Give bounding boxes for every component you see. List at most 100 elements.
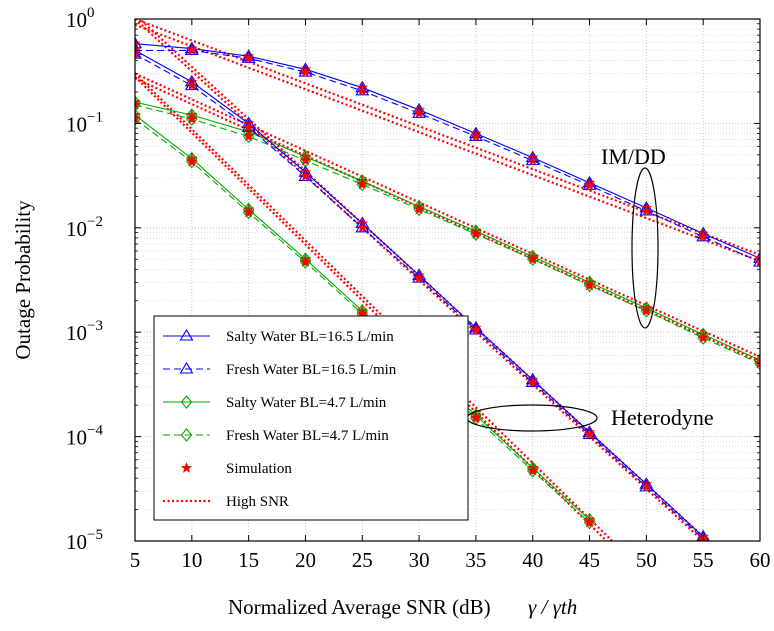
y-tick-label: 10−3 <box>66 318 103 345</box>
legend-marker <box>180 395 193 409</box>
series-line <box>135 101 760 361</box>
x-tick-label: 35 <box>465 548 486 572</box>
simulation-marker <box>470 130 482 142</box>
simulation-marker <box>583 179 596 191</box>
series-marker <box>413 202 425 217</box>
simulation-marker <box>242 206 255 218</box>
series-layer <box>135 19 760 541</box>
simulation-marker <box>470 228 482 240</box>
simulation-marker <box>135 48 141 60</box>
legend-label: High SNR <box>226 494 289 510</box>
legend-box <box>153 315 469 521</box>
y-tick-label: 10−5 <box>66 527 103 554</box>
x-tick-label: 25 <box>352 548 373 572</box>
series-marker <box>299 255 312 269</box>
x-tick-label: 5 <box>130 548 141 572</box>
y-tick-exponent: −2 <box>87 214 103 230</box>
x-tick-label: 45 <box>579 548 600 572</box>
simulation-marker <box>299 170 312 182</box>
series-marker <box>527 463 539 478</box>
x-tick-label: 20 <box>295 548 316 572</box>
x-axis-label-group: Normalized Average SNR (dB) γ / γth <box>228 595 577 619</box>
series-marker <box>583 275 596 290</box>
high-snr-line <box>135 72 760 358</box>
simulation-marker <box>413 271 425 283</box>
legend: Salty Water BL=16.5 L/min Fresh Water BL=… <box>153 315 469 521</box>
plot-frame <box>134 18 761 542</box>
series-line <box>135 43 760 259</box>
series-marker <box>470 224 482 238</box>
simulation-marker <box>186 79 198 91</box>
simulation-marker <box>697 331 709 343</box>
series-marker <box>583 515 596 530</box>
y-tick-exponent: −3 <box>87 318 103 334</box>
series-marker <box>135 112 141 126</box>
simulation-marker <box>299 66 312 78</box>
high-snr-line <box>135 23 760 263</box>
x-tick-label: 10 <box>181 548 202 572</box>
series-marker <box>470 408 482 423</box>
simulation-marker <box>526 464 539 476</box>
y-tick-exponent: −4 <box>87 423 103 439</box>
annotation-imdd: IM/DD <box>601 144 666 169</box>
series-marker <box>697 331 709 345</box>
series-marker <box>135 98 141 112</box>
simulation-marker <box>583 428 596 440</box>
x-tick-label: 15 <box>238 548 259 572</box>
simulation-marker <box>356 178 369 190</box>
legend-label: Salty Water BL=16.5 L/min <box>226 329 394 345</box>
series-line <box>135 104 760 365</box>
series-marker <box>135 108 141 122</box>
legend-label: Simulation <box>226 461 292 477</box>
series-marker <box>135 95 141 109</box>
x-tick-label: 30 <box>409 548 430 572</box>
simulation-marker <box>583 516 596 528</box>
series-marker <box>754 353 760 367</box>
series-marker <box>583 512 596 527</box>
simulation-marker <box>186 113 198 124</box>
simulation-marker <box>135 98 141 110</box>
simulation-marker <box>697 230 709 242</box>
simulation-marker <box>299 255 312 267</box>
legend-marker <box>180 461 193 473</box>
simulation-marker <box>583 279 596 291</box>
y-tick-label: 10−2 <box>66 214 103 241</box>
series-marker <box>527 461 539 475</box>
annotation-ellipses <box>466 167 659 432</box>
simulation-marker <box>186 155 198 167</box>
x-axis-label: Normalized Average SNR (dB) <box>228 595 491 619</box>
series-marker <box>527 252 539 267</box>
y-tick-label: 10−4 <box>66 423 103 450</box>
legend-marker <box>179 328 194 341</box>
y-tick-labels: 100 10−1 10−2 10−3 10−4 10−5 <box>66 5 103 554</box>
series-marker <box>242 202 255 217</box>
series-marker <box>356 177 368 192</box>
series-marker <box>413 199 425 214</box>
y-axis-label: Outage Probability <box>11 200 35 360</box>
series-marker <box>186 112 198 126</box>
series-marker <box>640 301 653 316</box>
series-marker <box>470 227 482 241</box>
annotation-heterodyne: Heterodyne <box>611 405 714 430</box>
simulation-marker <box>640 304 653 316</box>
series-marker <box>186 151 198 166</box>
simulation-marker <box>356 221 369 233</box>
simulation-marker <box>470 323 482 335</box>
series-marker <box>356 174 368 188</box>
series-marker <box>754 356 760 371</box>
simulation-marker <box>754 357 760 369</box>
x-tick-labels: 5 10 15 20 25 30 35 40 45 50 55 60 <box>130 548 771 572</box>
simulation-marker <box>526 154 539 166</box>
x-tick-label: 40 <box>522 548 543 572</box>
simulation-marker <box>640 480 653 492</box>
y-tick-exponent: 0 <box>87 5 95 21</box>
series-marker <box>299 252 312 267</box>
legend-label: Fresh Water BL=4.7 L/min <box>226 428 389 444</box>
x-tick-label: 60 <box>750 548 771 572</box>
y-tick-label: 100 <box>66 5 95 32</box>
simulation-marker <box>526 253 539 265</box>
y-tick-label: 10−1 <box>66 109 103 136</box>
x-tick-label: 55 <box>693 548 714 572</box>
legend-label: Salty Water BL=4.7 L/min <box>226 395 387 411</box>
